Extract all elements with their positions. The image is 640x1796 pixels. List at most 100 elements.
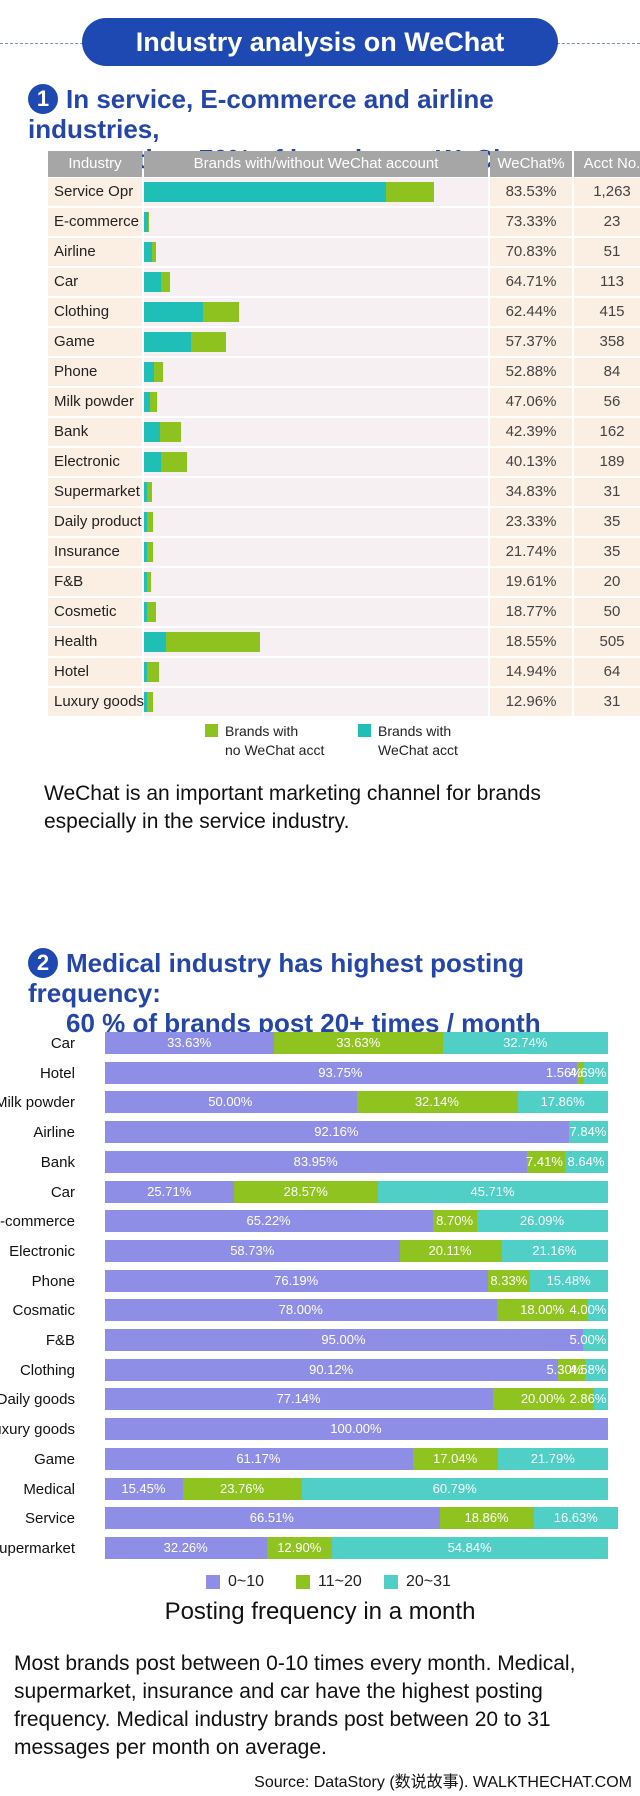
- legend-label-no-acct-line1: Brands with: [225, 723, 299, 739]
- table-row: Car 64.71% 113: [48, 268, 640, 296]
- section1-paragraph: WeChat is an important marketing channel…: [44, 782, 541, 833]
- bar-segment: [234, 1180, 379, 1203]
- chart-row: Hotel 93.75% 1.56% 4.69%: [0, 1061, 640, 1086]
- data-label: 1.56%: [545, 1064, 583, 1080]
- row-acct-no: 31: [574, 688, 640, 716]
- bar-segment: [105, 1150, 528, 1173]
- data-label: 78.00%: [278, 1302, 323, 1318]
- chart-row: E-commerce 65.22% 8.70% 26.09%: [0, 1210, 640, 1234]
- row-wechat-pct: 47.06%: [490, 388, 572, 416]
- table-row: Game 57.37% 358: [48, 328, 640, 356]
- row-industry: Health: [48, 628, 142, 656]
- row-wechat-pct: 42.39%: [490, 418, 572, 446]
- legend-label-no-acct-line2: no WeChat acct: [225, 742, 325, 758]
- category-label: Car: [50, 1183, 75, 1201]
- row-acct-no: 415: [574, 298, 640, 326]
- category-label: Cosmatic: [12, 1302, 75, 1320]
- row-industry: Electronic: [48, 448, 142, 476]
- category-label: Electronic: [9, 1242, 75, 1260]
- row-industry: Game: [48, 328, 142, 356]
- row-acct-no: 505: [574, 628, 640, 656]
- data-label: 17.04%: [433, 1450, 478, 1466]
- row-wechat-pct: 12.96%: [490, 688, 572, 716]
- row-wechat-pct: 23.33%: [490, 508, 572, 536]
- data-label: 8.64%: [567, 1153, 605, 1169]
- bar-with-acct: [144, 362, 155, 382]
- row-industry: Milk powder: [48, 388, 142, 416]
- row-industry: Daily product: [48, 508, 142, 536]
- chart-row: Clothing 90.12% 5.30% 4.58%: [0, 1358, 640, 1383]
- row-bar-cell: [144, 478, 488, 506]
- category-label: Bank: [40, 1153, 75, 1171]
- chart-row: Cosmatic 78.00% 18.00% 4.00%: [0, 1299, 640, 1323]
- data-label: 7.41%: [526, 1153, 563, 1169]
- data-label: 12.90%: [277, 1539, 322, 1555]
- row-industry: Service Opr: [48, 178, 142, 206]
- bar-no-acct: [147, 542, 154, 562]
- chart-row: Electronic 58.73% 20.11% 21.16%: [0, 1239, 640, 1264]
- bar-segment: [443, 1032, 608, 1054]
- bar-segment: [587, 1299, 608, 1322]
- category-label: Supermarket: [0, 1539, 75, 1557]
- bar-with-acct: [144, 692, 147, 712]
- row-bar-cell: [144, 268, 488, 296]
- bar-with-acct: [144, 482, 147, 502]
- legend-label-no-acct: Brands with no WeChat acct: [225, 722, 324, 760]
- bar-segment: [568, 1121, 608, 1144]
- bar-segment: [433, 1210, 477, 1233]
- data-label: 32.14%: [414, 1094, 459, 1110]
- row-industry: Phone: [48, 358, 142, 386]
- category-label: Airline: [33, 1124, 75, 1142]
- chart-row: Milk powder 50.00% 32.14% 17.86%: [0, 1091, 640, 1115]
- bar-with-acct: [144, 422, 160, 442]
- row-industry: Clothing: [48, 298, 142, 326]
- bar-segment: [274, 1032, 444, 1054]
- chart-row: Service 66.51% 18.86% 16.63%: [0, 1507, 640, 1531]
- legend-label-20-31: 20~31: [406, 1573, 451, 1590]
- row-bar-cell: [144, 298, 488, 326]
- row-wechat-pct: 57.37%: [490, 328, 572, 356]
- row-acct-no: 64: [574, 658, 640, 686]
- table-row: Clothing 62.44% 415: [48, 298, 640, 326]
- bar-with-acct: [144, 302, 204, 322]
- row-bar-cell: [144, 688, 488, 716]
- section2-heading: 2 Medical industry has highest posting fr…: [28, 948, 628, 1038]
- chart-row: Phone 76.19% 8.33% 15.48%: [0, 1269, 640, 1294]
- table-row: Supermarket 34.83% 31: [48, 478, 640, 506]
- bar-segment: [400, 1239, 502, 1262]
- table-row: Service Opr 83.53% 1,263: [48, 178, 640, 206]
- bar-with-acct: [144, 512, 147, 532]
- chart-row: Game 61.17% 17.04% 21.79%: [0, 1447, 640, 1472]
- bar-segment: [267, 1536, 333, 1559]
- row-acct-no: 189: [574, 448, 640, 476]
- bar-segment: [105, 1477, 183, 1500]
- bar-no-acct: [154, 362, 164, 382]
- category-label: F&B: [45, 1332, 75, 1349]
- bar-no-acct: [147, 692, 154, 712]
- data-label: 8.70%: [436, 1213, 474, 1229]
- bar-with-acct: [144, 452, 162, 472]
- row-bar-cell: [144, 358, 488, 386]
- data-label: 50.00%: [208, 1094, 253, 1110]
- category-label: E-commerce: [0, 1213, 75, 1231]
- legend-label-with-acct-line1: Brands with: [378, 723, 452, 739]
- bar-segment: [182, 1477, 303, 1500]
- bar-segment: [105, 1358, 559, 1381]
- table-row: Cosmetic 18.77% 50: [48, 598, 640, 626]
- bar-with-acct: [144, 392, 150, 412]
- row-acct-no: 113: [574, 268, 640, 296]
- bar-segment: [593, 1388, 608, 1411]
- data-label: 20.11%: [428, 1242, 472, 1258]
- data-label: 15.45%: [121, 1480, 166, 1496]
- table-header-brands: Brands with/without WeChat account: [144, 151, 488, 177]
- bar-no-acct: [191, 332, 227, 352]
- row-bar-cell: [144, 568, 488, 596]
- data-label: 66.51%: [249, 1510, 294, 1526]
- row-bar-cell: [144, 388, 488, 416]
- bar-with-acct: [144, 332, 192, 352]
- data-label: 83.95%: [293, 1153, 338, 1169]
- bar-segment: [105, 1239, 401, 1262]
- section1-number: 1: [28, 84, 58, 114]
- data-label: 15.48%: [546, 1272, 591, 1288]
- data-label: 16.63%: [553, 1510, 598, 1526]
